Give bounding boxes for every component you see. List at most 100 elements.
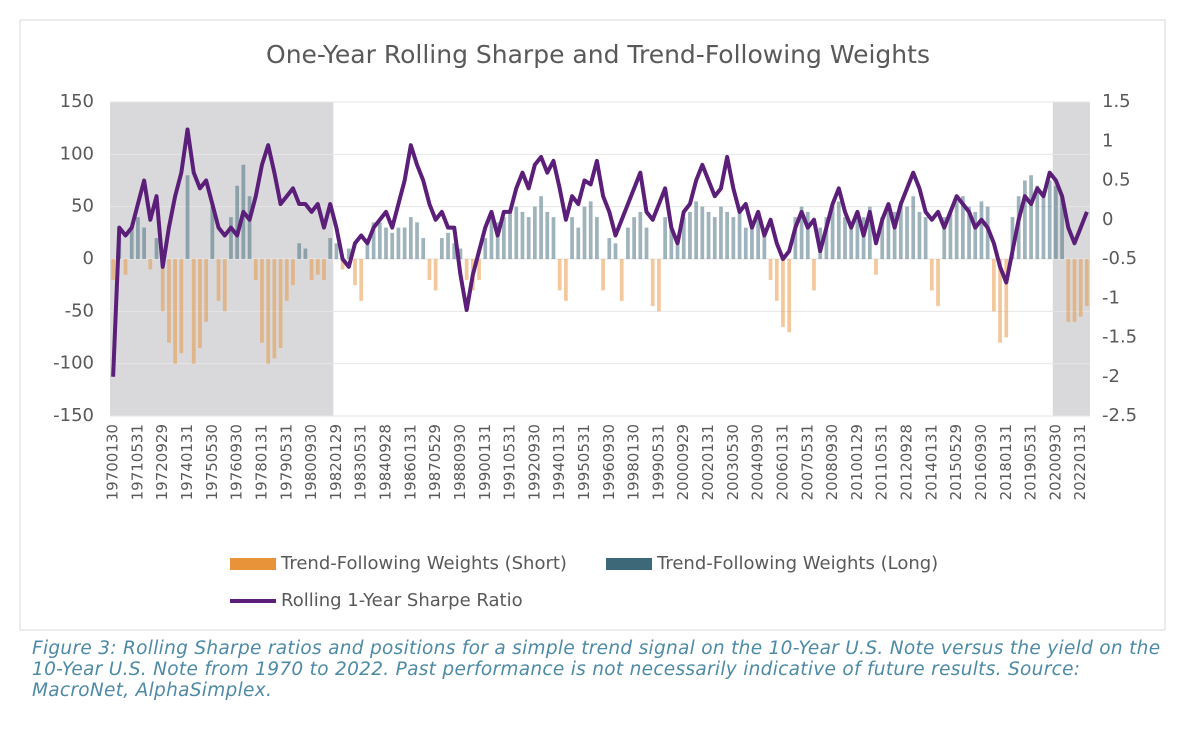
bar bbox=[526, 217, 531, 259]
x-tick-label: 20040930 bbox=[749, 424, 767, 500]
bar bbox=[992, 259, 996, 312]
bar bbox=[787, 259, 792, 333]
bar bbox=[626, 227, 630, 259]
bar bbox=[923, 217, 928, 259]
bar bbox=[998, 259, 1002, 343]
bar bbox=[353, 259, 357, 286]
bar bbox=[446, 232, 450, 259]
bar bbox=[477, 259, 481, 280]
y-tick-label: -100 bbox=[53, 353, 94, 374]
bar bbox=[123, 259, 128, 275]
bar bbox=[483, 238, 488, 259]
x-tick-label: 20180131 bbox=[997, 424, 1015, 500]
x-tick-label: 19790531 bbox=[277, 424, 295, 500]
bar bbox=[948, 211, 953, 259]
y2-tick-label: 1 bbox=[1102, 130, 1113, 151]
y2-tick-label: -1.5 bbox=[1102, 327, 1137, 348]
bar bbox=[303, 248, 308, 259]
bar bbox=[1041, 190, 1046, 259]
bar bbox=[793, 217, 798, 259]
x-tick-label: 20060131 bbox=[773, 424, 791, 500]
bar bbox=[191, 259, 196, 364]
bar bbox=[1023, 180, 1027, 259]
bar bbox=[805, 211, 810, 259]
bar bbox=[613, 243, 618, 259]
bar bbox=[570, 217, 574, 259]
bar bbox=[396, 227, 401, 259]
bar bbox=[1085, 259, 1089, 307]
bar bbox=[675, 238, 680, 259]
x-tick-label: 19950531 bbox=[575, 424, 593, 500]
bar bbox=[315, 259, 320, 275]
bar bbox=[725, 211, 730, 259]
bar bbox=[712, 217, 717, 259]
bar bbox=[607, 238, 612, 259]
bar bbox=[601, 259, 605, 291]
bar bbox=[960, 196, 965, 259]
bar bbox=[433, 259, 438, 291]
bar bbox=[954, 201, 959, 259]
bar bbox=[502, 217, 506, 259]
x-tick-label: 20080930 bbox=[823, 424, 841, 500]
x-tick-label: 19860131 bbox=[401, 424, 419, 500]
bar bbox=[533, 206, 537, 259]
x-tick-label: 19940131 bbox=[550, 424, 568, 500]
x-tick-label: 19710531 bbox=[128, 424, 146, 500]
bar bbox=[1047, 180, 1052, 259]
x-tick-label: 19830531 bbox=[352, 424, 370, 500]
bar bbox=[1010, 217, 1015, 259]
bar bbox=[582, 206, 587, 259]
x-tick-label: 19700130 bbox=[104, 424, 122, 500]
x-tick-label: 20120928 bbox=[898, 424, 916, 500]
bar bbox=[346, 248, 351, 259]
bar bbox=[756, 217, 761, 259]
bar bbox=[408, 217, 413, 259]
bar bbox=[508, 211, 512, 259]
bar bbox=[309, 259, 314, 280]
bar bbox=[284, 259, 289, 301]
bar bbox=[247, 196, 252, 259]
bar bbox=[545, 211, 550, 259]
bar bbox=[663, 217, 667, 259]
bar bbox=[911, 196, 916, 259]
x-tick-label: 20160930 bbox=[972, 424, 990, 500]
bar bbox=[520, 211, 525, 259]
bar bbox=[942, 217, 947, 259]
bar bbox=[812, 259, 816, 291]
bar bbox=[384, 227, 388, 259]
bar bbox=[855, 211, 860, 259]
bar bbox=[824, 217, 829, 259]
y-tick-label: 100 bbox=[60, 143, 94, 164]
bar bbox=[291, 259, 295, 286]
y2-tick-label: 0 bbox=[1102, 209, 1113, 230]
legend-swatch bbox=[606, 558, 652, 570]
bar bbox=[266, 259, 271, 364]
line bbox=[111, 127, 1089, 377]
bar bbox=[830, 206, 835, 259]
y2-tick-label: -2 bbox=[1102, 366, 1120, 387]
bar bbox=[148, 259, 153, 270]
bar bbox=[836, 201, 841, 259]
bar bbox=[464, 259, 469, 280]
bar bbox=[650, 259, 655, 307]
bar bbox=[229, 217, 233, 259]
bar bbox=[272, 259, 277, 359]
bar bbox=[489, 217, 494, 259]
bar bbox=[179, 259, 184, 354]
legend-label: Trend-Following Weights (Short) bbox=[280, 553, 567, 574]
bar bbox=[1004, 259, 1009, 338]
bar bbox=[390, 232, 395, 259]
y-tick-label: 50 bbox=[71, 196, 94, 217]
y-tick-label: -150 bbox=[53, 405, 94, 426]
x-tick-label: 19760930 bbox=[228, 424, 246, 500]
bar bbox=[557, 259, 562, 291]
x-tick-label: 20150529 bbox=[947, 424, 965, 500]
caption: Figure 3: Rolling Sharpe ratios and posi… bbox=[32, 638, 1161, 701]
bar bbox=[402, 227, 407, 259]
x-tick-label: 19720929 bbox=[153, 424, 171, 500]
bar bbox=[688, 211, 692, 259]
bar bbox=[1066, 259, 1071, 322]
x-tick-label: 19870529 bbox=[426, 424, 444, 500]
bar bbox=[235, 185, 240, 259]
bar bbox=[979, 201, 984, 259]
